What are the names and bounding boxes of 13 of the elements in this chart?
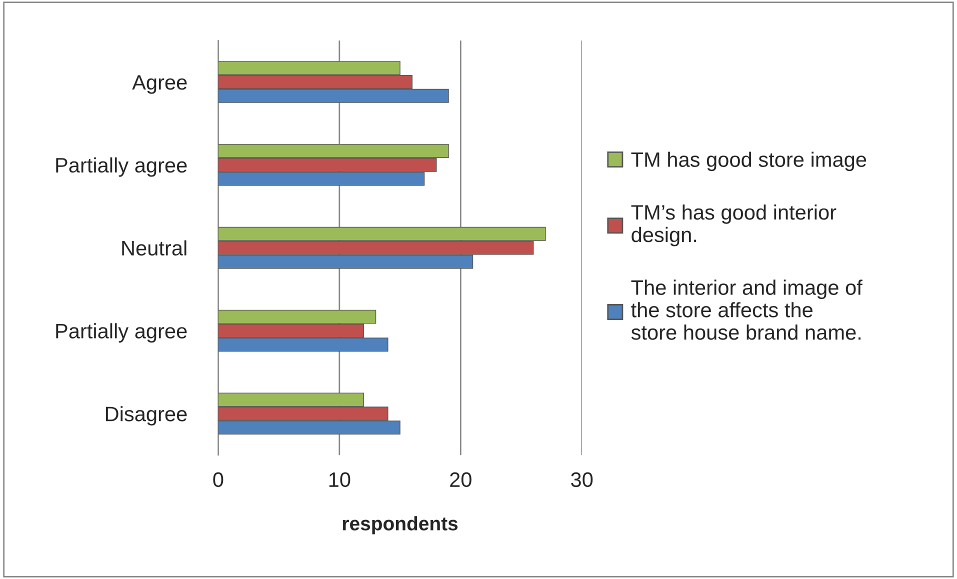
- legend-label: TM’s has good interior design.: [631, 204, 836, 246]
- x-tick-label: 10: [329, 472, 350, 488]
- x-tick-label: 20: [450, 472, 472, 488]
- legend-label: The interior and image of the store affects the store house brand name.: [631, 280, 862, 340]
- legend-label: TM has good store image: [631, 152, 866, 172]
- y-tick-label: Partially agree: [56, 323, 187, 343]
- y-tick-label: Agree: [132, 75, 187, 94]
- y-tick-label: Neutral: [122, 240, 186, 256]
- y-tick-label: Disagree: [106, 406, 187, 426]
- x-tick-label: 0: [213, 472, 224, 488]
- x-tick-label: 30: [571, 472, 593, 488]
- y-tick-label: Partially agree: [56, 157, 187, 177]
- x-axis-title: respondents: [342, 516, 458, 534]
